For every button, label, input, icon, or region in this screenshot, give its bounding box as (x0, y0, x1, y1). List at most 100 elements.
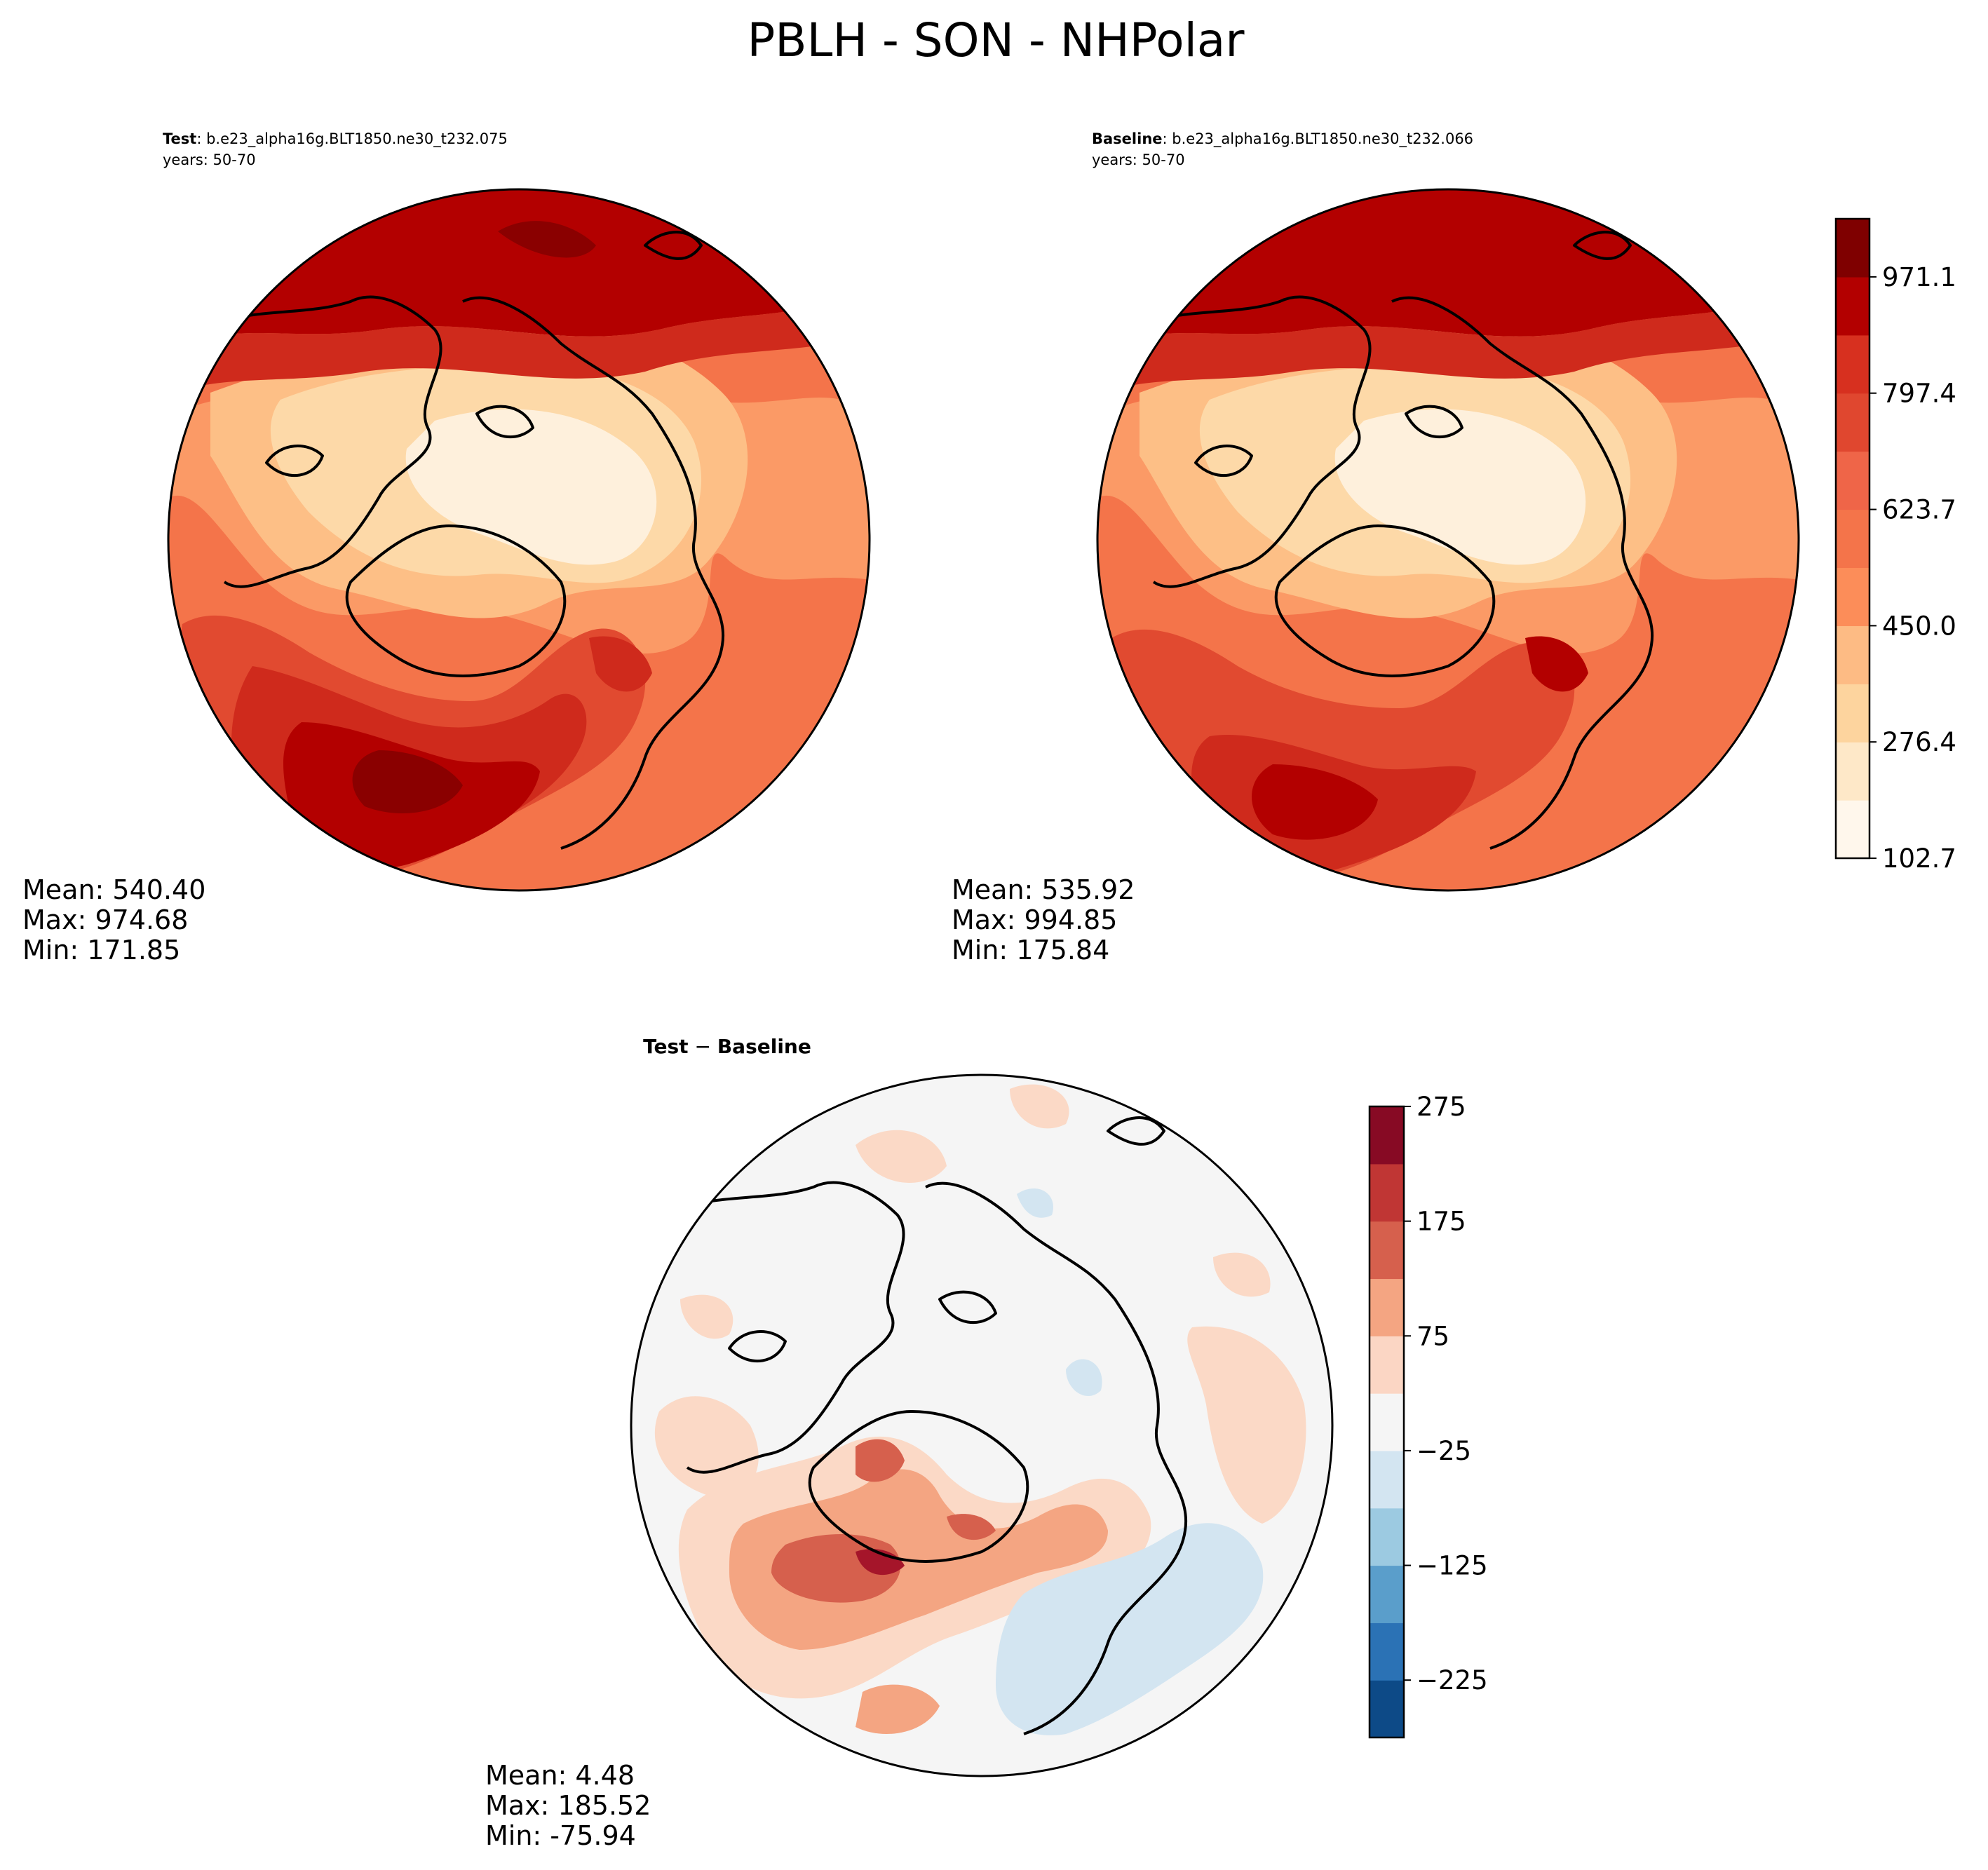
panel-baseline: Baseline: b.e23_alpha16g.BLT1850.ne30_t2… (952, 130, 1800, 966)
baseline-years: years: 50-70 (1092, 151, 1185, 168)
colorbar-difference: 275 175 75 −25 −125 −225 (1368, 1092, 1488, 1739)
colorbar-diff-segment (1370, 1221, 1404, 1280)
colorbar-main: 102.7 276.4 450.0 623.7 797.4 971.1 (1834, 217, 1956, 874)
diff-coast-eurasia (925, 1181, 1188, 1735)
test-mean: Mean: 540.40 (22, 874, 205, 905)
colorbar-diff-frame (1368, 1105, 1405, 1739)
colorbar-diff-tick-label: 75 (1416, 1321, 1449, 1351)
test-min: Min: 171.85 (22, 935, 180, 966)
colorbar-main-tick-label: 797.4 (1882, 379, 1956, 409)
baseline-field-band (1097, 280, 1799, 400)
test-coast-namerica (223, 295, 442, 588)
colorbar-diff-segment (1370, 1450, 1404, 1509)
baseline-coast-namerica (1152, 295, 1372, 588)
baseline-min: Min: 175.84 (952, 935, 1109, 966)
colorbar-diff-segment (1370, 1622, 1404, 1681)
colorbar-main-tick-label: 102.7 (1882, 843, 1956, 874)
colorbar-main-segment (1836, 451, 1869, 510)
diff-field-band (1213, 1252, 1271, 1297)
colorbar-main-segment (1836, 742, 1869, 801)
colorbar-diff-segment (1370, 1106, 1404, 1165)
diff-coast-island (728, 1330, 787, 1362)
test-map-boundary (167, 188, 871, 892)
colorbar-diff-tick-label: 175 (1416, 1207, 1466, 1237)
test-case-name: : b.e23_alpha16g.BLT1850.ne30_t232.075 (196, 130, 508, 148)
colorbar-main-tick-label: 450.0 (1882, 611, 1956, 641)
diff-field-band (856, 1549, 905, 1576)
diff-title: Test − Baseline (643, 1035, 811, 1058)
colorbar-main-frame (1834, 217, 1871, 860)
test-stats: Mean: 540.40 Max: 974.68 Min: 171.85 (22, 874, 205, 966)
test-coast-island (265, 445, 324, 477)
diff-field-band (654, 1396, 759, 1497)
colorbar-main-segment (1836, 509, 1869, 569)
colorbar-main-segment (1836, 334, 1869, 394)
baseline-field-band (1252, 764, 1378, 840)
diff-field-band (856, 1439, 905, 1482)
diff-coast-namerica (686, 1181, 905, 1474)
test-field-band (352, 750, 463, 813)
colorbar-main-segment (1836, 219, 1869, 278)
diff-field-band (1066, 1359, 1102, 1397)
diff-map-boundary (630, 1073, 1334, 1777)
figure-title: PBLH - SON - NHPolar (748, 13, 1245, 67)
test-map (167, 188, 871, 892)
colorbar-main-segment (1836, 567, 1869, 626)
baseline-title-line: Baseline: b.e23_alpha16g.BLT1850.ne30_t2… (1092, 130, 1473, 148)
colorbar-diff-segment (1370, 1163, 1404, 1222)
colorbar-diff-segment (1370, 1680, 1404, 1738)
colorbar-diff-segment (1370, 1393, 1404, 1451)
colorbar-main-segment (1836, 393, 1869, 452)
colorbar-diff-segment (1370, 1336, 1404, 1394)
diff-field-band (1187, 1326, 1306, 1524)
test-years: years: 50-70 (163, 151, 256, 168)
baseline-mean: Mean: 535.92 (952, 874, 1135, 905)
colorbar-main-tick-label: 623.7 (1882, 495, 1956, 525)
colorbar-diff-segment (1370, 1565, 1404, 1623)
diff-field-band (947, 1514, 996, 1540)
baseline-stats: Mean: 535.92 Max: 994.85 Min: 175.84 (952, 874, 1135, 966)
diff-field-band (1017, 1188, 1053, 1218)
diff-field-band (996, 1523, 1264, 1735)
baseline-case-label: Baseline (1092, 130, 1163, 147)
diff-coast-island (1107, 1116, 1165, 1146)
diff-max: Max: 185.52 (485, 1790, 651, 1821)
test-field-band (405, 409, 657, 565)
baseline-coast-island (1405, 405, 1463, 438)
diff-field-band (856, 1130, 947, 1183)
test-case-label: Test (163, 130, 196, 147)
test-field-band (498, 221, 596, 258)
baseline-coast-eurasia (1391, 296, 1654, 850)
diff-title-test: Test (643, 1035, 688, 1058)
colorbar-diff-segment (1370, 1507, 1404, 1566)
test-title-line: Test: b.e23_alpha16g.BLT1850.ne30_t232.0… (163, 130, 508, 148)
colorbar-diff-segment (1370, 1278, 1404, 1336)
diff-field-band (1010, 1084, 1069, 1129)
baseline-case-name: : b.e23_alpha16g.BLT1850.ne30_t232.066 (1163, 130, 1474, 148)
diff-mean: Mean: 4.48 (485, 1760, 635, 1791)
colorbar-main-tick-label: 276.4 (1882, 727, 1956, 757)
colorbar-main-segment (1836, 625, 1869, 684)
colorbar-main-segment (1836, 800, 1869, 859)
baseline-max: Max: 994.85 (952, 904, 1117, 935)
test-coast-eurasia (462, 296, 725, 850)
test-field-band (589, 636, 652, 692)
baseline-coast-greenland (1274, 524, 1496, 677)
baseline-field-band (1525, 636, 1588, 692)
colorbar-main-tick-label: 971.1 (1882, 262, 1956, 292)
baseline-coast-island (1194, 445, 1253, 477)
colorbar-diff-tick-label: −125 (1416, 1551, 1488, 1581)
diff-map (630, 1073, 1334, 1777)
baseline-map (1096, 188, 1800, 892)
baseline-field-band (1334, 409, 1586, 565)
baseline-coast-island (1573, 231, 1632, 260)
test-max: Max: 974.68 (22, 904, 188, 935)
diff-coast-greenland (808, 1410, 1029, 1563)
diff-field-band (680, 1294, 733, 1339)
colorbar-diff-tick-label: 275 (1416, 1092, 1466, 1122)
colorbar-main-segment (1836, 684, 1869, 743)
diff-stats: Mean: 4.48 Max: 185.52 Min: -75.94 (485, 1760, 651, 1851)
colorbar-diff-tick-label: −25 (1416, 1436, 1471, 1466)
baseline-map-boundary (1096, 188, 1800, 892)
